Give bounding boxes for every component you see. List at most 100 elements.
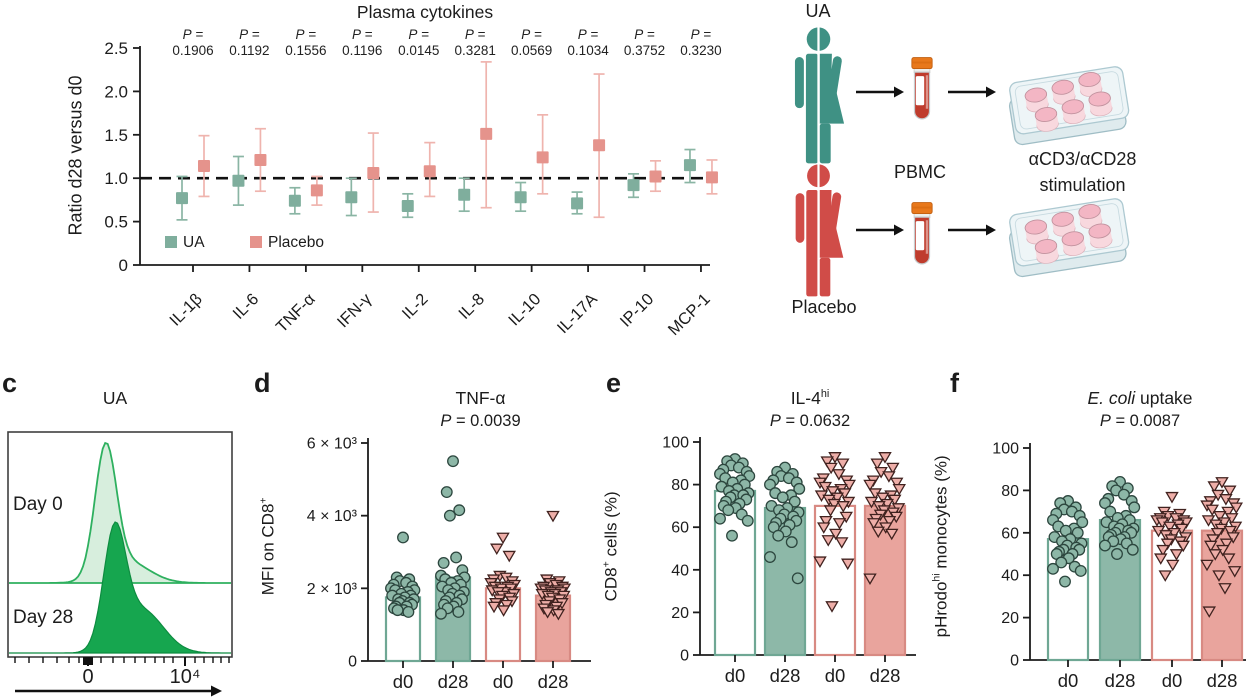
arrow-head-icon bbox=[211, 685, 222, 697]
panel-e-title: IL-4hi bbox=[700, 388, 920, 409]
arrow-head-icon bbox=[986, 224, 996, 236]
dots-group bbox=[714, 453, 756, 542]
blood-tube-icon bbox=[911, 202, 933, 265]
svg-text:0.1556: 0.1556 bbox=[285, 43, 326, 58]
svg-text:P =: P = bbox=[578, 27, 599, 42]
placebo-group-label: Placebo bbox=[791, 297, 857, 317]
p-value-text: = 0.0087 bbox=[1110, 412, 1181, 430]
bar-group-ua-open-0: d0 bbox=[384, 531, 422, 692]
bar-group-ua-open-0: d0 bbox=[713, 453, 757, 686]
x-category-label: d0 bbox=[1058, 670, 1079, 691]
x-tick-labels: IL-1β IL-6 TNF-α IFN-γ IL-2 IL-8 IL-10 IL-17A IP… bbox=[166, 290, 714, 340]
well-plate-icon bbox=[1005, 65, 1133, 147]
p-value-text: = 0.0632 bbox=[780, 412, 851, 430]
ecoli-bar-scatter-chart: 0 20 40 60 80 100 d0 d28 d0 d28 bbox=[992, 441, 1246, 691]
stimulation-label-line2: stimulation bbox=[1039, 175, 1126, 196]
dots-group bbox=[813, 452, 856, 613]
svg-text:0.3752: 0.3752 bbox=[624, 43, 665, 58]
svg-text:6 × 10³: 6 × 10³ bbox=[307, 436, 358, 453]
histogram-curves bbox=[9, 441, 231, 654]
dots-group bbox=[863, 452, 906, 586]
svg-text:0: 0 bbox=[348, 654, 357, 671]
stimulation-label-line1: αCD3/αCD28 bbox=[1028, 149, 1137, 169]
flow-axis-ticks bbox=[14, 657, 230, 666]
y-tick-labels: 0 20 40 60 80 100 bbox=[662, 435, 689, 665]
svg-text:0.3230: 0.3230 bbox=[680, 43, 721, 58]
svg-text:2.0: 2.0 bbox=[104, 82, 128, 101]
x-category-label: d28 bbox=[438, 671, 469, 692]
svg-text:0: 0 bbox=[1010, 653, 1019, 670]
arrow-head-icon bbox=[894, 86, 904, 98]
bar-group-pl-open-2: d0 bbox=[484, 532, 522, 692]
plasma-chart-title: Plasma cytokines bbox=[356, 2, 494, 22]
legend-swatch-ua bbox=[165, 236, 177, 248]
panel-e-title-text: IL-4 bbox=[790, 388, 821, 408]
x-category-label: d28 bbox=[538, 671, 569, 692]
bar bbox=[1150, 529, 1194, 662]
svg-text:IL-17A: IL-17A bbox=[554, 290, 601, 337]
day0-label: Day 0 bbox=[13, 494, 63, 515]
svg-text:2 × 10³: 2 × 10³ bbox=[307, 581, 358, 598]
panel-e-pvalue: P = 0.0632 bbox=[700, 412, 920, 431]
svg-text:40: 40 bbox=[671, 562, 689, 579]
panel-f-pvalue: P = 0.0087 bbox=[1030, 412, 1250, 431]
svg-text:4 × 10³: 4 × 10³ bbox=[307, 508, 358, 525]
svg-text:MCP-1: MCP-1 bbox=[665, 290, 714, 339]
svg-text:IL-10: IL-10 bbox=[505, 290, 544, 329]
svg-text:P =: P = bbox=[239, 27, 260, 42]
panel-e-title-sup: hi bbox=[820, 388, 830, 401]
dots-group bbox=[385, 531, 421, 618]
svg-text:0.1906: 0.1906 bbox=[172, 43, 213, 58]
x-category-label: d0 bbox=[725, 665, 746, 686]
p-symbol: P bbox=[1099, 412, 1111, 430]
x-category-label: d0 bbox=[393, 671, 414, 692]
svg-text:60: 60 bbox=[671, 520, 689, 537]
arrow-head-icon bbox=[894, 224, 904, 236]
svg-text:1.5: 1.5 bbox=[104, 126, 128, 145]
day28-label: Day 28 bbox=[13, 607, 73, 628]
y-tick-labels: 0 2 × 10³ 4 × 10³ 6 × 10³ bbox=[307, 436, 358, 671]
panel-d-title: TNF-α bbox=[368, 388, 593, 409]
svg-text:2.5: 2.5 bbox=[104, 39, 128, 58]
svg-text:20: 20 bbox=[1001, 610, 1019, 627]
dots-group bbox=[1047, 495, 1089, 588]
blood-tube-icon bbox=[911, 57, 933, 120]
study-design-diagram bbox=[794, 27, 1133, 298]
y-tick-labels: 0 20 40 60 80 100 bbox=[992, 441, 1019, 670]
svg-text:P =: P = bbox=[691, 27, 712, 42]
svg-text:80: 80 bbox=[671, 477, 689, 494]
ua-group-label: UA bbox=[805, 1, 831, 21]
svg-text:P =: P = bbox=[408, 27, 429, 42]
svg-text:IL-8: IL-8 bbox=[455, 290, 488, 323]
dots-group bbox=[1099, 475, 1141, 560]
svg-text:100: 100 bbox=[662, 435, 689, 452]
panel-d-pvalue: P = 0.0039 bbox=[368, 412, 593, 431]
svg-text:0.1034: 0.1034 bbox=[567, 43, 609, 58]
svg-text:P =: P = bbox=[521, 27, 542, 42]
svg-text:IP-10: IP-10 bbox=[617, 290, 658, 331]
panel-letter-d: d bbox=[254, 368, 271, 398]
pbmc-label: PBMC bbox=[893, 162, 946, 182]
series-ua bbox=[176, 148, 696, 221]
svg-text:100: 100 bbox=[992, 441, 1019, 458]
svg-text:IL-6: IL-6 bbox=[229, 290, 262, 323]
panel-f-title: E. coli uptake bbox=[1030, 388, 1250, 409]
svg-text:0.0145: 0.0145 bbox=[398, 43, 439, 58]
bar-group-ua-fill-1: d28 bbox=[763, 461, 807, 686]
dots-group bbox=[1200, 477, 1243, 618]
x-category-label: d0 bbox=[1162, 670, 1183, 691]
bar-group-ua-open-0: d0 bbox=[1046, 495, 1090, 691]
svg-text:0.1196: 0.1196 bbox=[342, 43, 382, 58]
bar-group-pl-open-2: d0 bbox=[1150, 491, 1194, 691]
svg-text:0.5: 0.5 bbox=[104, 213, 128, 232]
il4-bar-scatter-chart: 0 20 40 60 80 100 d0 d28 d0 d28 bbox=[662, 435, 916, 686]
plasma-cytokines-chart: 00.51.01.52.02.5IL-1β IL-6 TNF-α IFN-γ IL-2 I… bbox=[104, 27, 721, 340]
svg-text:P =: P = bbox=[183, 27, 204, 42]
svg-text:IL-1β: IL-1β bbox=[166, 290, 206, 330]
svg-text:P =: P = bbox=[352, 27, 373, 42]
svg-text:0.0569: 0.0569 bbox=[511, 43, 552, 58]
svg-text:P =: P = bbox=[634, 27, 655, 42]
stimulation-label: αCD3/αCD28 stimulation bbox=[990, 146, 1175, 198]
legend-swatch-placebo bbox=[250, 236, 262, 248]
